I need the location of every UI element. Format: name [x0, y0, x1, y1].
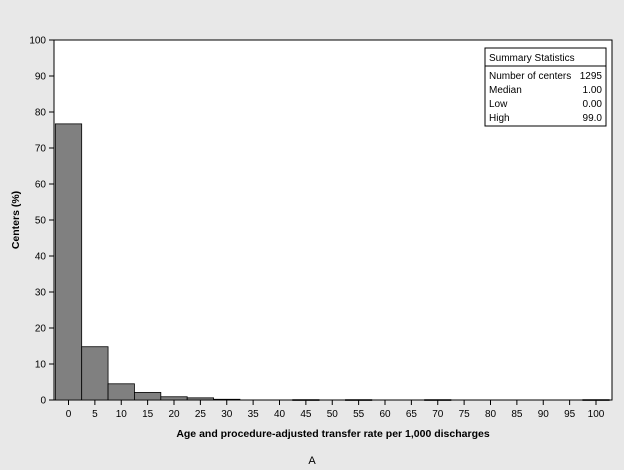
- panel-label: A: [308, 455, 316, 467]
- x-tick-label: 65: [406, 409, 418, 420]
- summary-title: Summary Statistics: [489, 53, 575, 64]
- x-tick-label: 15: [142, 409, 154, 420]
- stat-value-centers: 1295: [580, 71, 603, 82]
- y-axis: 0 10 20 30 40 50 60 70 80 90 100: [29, 36, 54, 407]
- histogram-bar: [213, 398, 241, 401]
- x-tick-label: 85: [511, 409, 523, 420]
- x-tick-label: 40: [274, 409, 286, 420]
- x-tick-label: 55: [353, 409, 365, 420]
- y-axis-title: Centers (%): [10, 191, 22, 249]
- y-tick-label: 60: [35, 180, 47, 191]
- x-tick-label: 90: [538, 409, 550, 420]
- x-tick-label: 10: [116, 409, 128, 420]
- summary-statistics-box: Summary Statistics Number of centers 129…: [484, 47, 607, 127]
- y-tick-label: 0: [40, 396, 46, 407]
- y-tick-label: 30: [35, 288, 47, 299]
- histogram-bar: [54, 123, 83, 401]
- x-tick-label: 25: [195, 409, 207, 420]
- x-tick-label: 100: [588, 409, 605, 420]
- histogram-bar: [160, 396, 188, 401]
- histogram-bar: [134, 392, 162, 401]
- stat-value-median: 1.00: [583, 85, 603, 96]
- histogram-bar: [81, 346, 109, 401]
- y-tick-label: 40: [35, 252, 47, 263]
- x-axis-title: Age and procedure-adjusted transfer rate…: [176, 428, 490, 440]
- y-tick-label: 80: [35, 108, 47, 119]
- stat-label-median: Median: [489, 85, 522, 96]
- x-tick-label: 5: [92, 409, 98, 420]
- x-tick-label: 45: [300, 409, 312, 420]
- x-tick-label: 60: [379, 409, 391, 420]
- stat-value-low: 0.00: [583, 99, 603, 110]
- y-tick-label: 90: [35, 72, 47, 83]
- histogram-bar: [107, 383, 135, 401]
- x-tick-label: 35: [248, 409, 260, 420]
- x-tick-label: 30: [221, 409, 233, 420]
- histogram-bar: [186, 397, 214, 401]
- y-tick-label: 20: [35, 324, 47, 335]
- stat-label-centers: Number of centers: [489, 71, 571, 82]
- x-tick-label: 50: [327, 409, 339, 420]
- y-tick-label: 70: [35, 144, 47, 155]
- stat-value-high: 99.0: [583, 113, 603, 124]
- stat-label-low: Low: [489, 99, 508, 110]
- x-axis: 0 5 10 15 20 25 30 35 40 45 50 55 60 65 70 75 80 85 90 95 10…: [66, 400, 605, 420]
- stat-label-high: High: [489, 113, 510, 124]
- x-tick-label: 80: [485, 409, 497, 420]
- summary-box-frame: [484, 47, 607, 127]
- y-tick-label: 10: [35, 360, 47, 371]
- y-tick-label: 50: [35, 216, 47, 227]
- y-tick-label: 100: [29, 36, 46, 47]
- x-tick-label: 0: [66, 409, 72, 420]
- x-tick-label: 75: [459, 409, 471, 420]
- x-tick-label: 20: [168, 409, 180, 420]
- x-tick-label: 70: [432, 409, 444, 420]
- x-tick-label: 95: [564, 409, 576, 420]
